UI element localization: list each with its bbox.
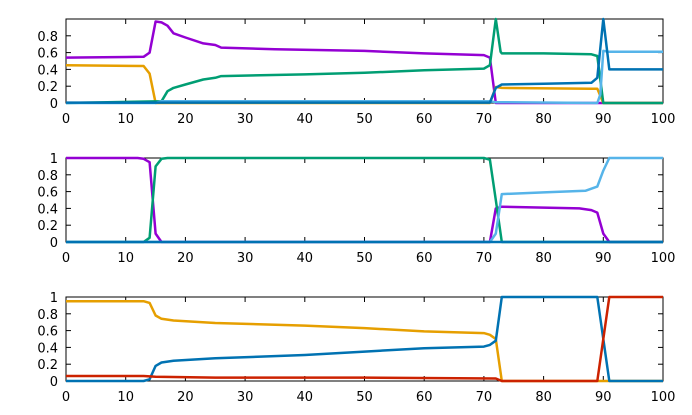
x-tick-label: 80 (535, 390, 552, 405)
y-tick-label: 0.4 (37, 341, 58, 356)
x-tick-label: 90 (595, 390, 612, 405)
x-tick-label: 40 (297, 251, 314, 266)
x-tick-label: 100 (651, 112, 676, 127)
series-line (65, 17, 663, 105)
x-tick-label: 10 (117, 251, 134, 266)
x-tick-label: 90 (595, 112, 612, 127)
y-tick-label: 0.4 (37, 63, 58, 78)
y-tick-label: 0.8 (37, 169, 58, 184)
x-tick-label: 50 (356, 390, 373, 405)
x-tick-label: 60 (416, 390, 433, 405)
x-tick-label: 30 (237, 251, 254, 266)
x-tick-label: 60 (416, 251, 433, 266)
y-tick-label: 0 (50, 236, 58, 251)
x-tick-label: 0 (62, 390, 70, 405)
y-tick-label: 0 (50, 97, 58, 112)
x-tick-label: 60 (416, 112, 433, 127)
series-line (65, 20, 663, 105)
y-tick-label: 0.2 (37, 80, 58, 95)
x-tick-label: 80 (535, 251, 552, 266)
y-tick-label: 0.2 (37, 358, 58, 373)
panel-top: 0 10 20 30 40 50 60 70 80 90 100 0 0.2 0.40.6 0.8 (37, 17, 676, 127)
x-tick-label: 20 (177, 390, 194, 405)
y-tick-label: 0.2 (37, 219, 58, 234)
series-line (66, 295, 663, 383)
y-tick-label: 0.6 (37, 325, 58, 340)
y-tick-label: 0.8 (37, 30, 58, 45)
y-tick-label: 0.6 (37, 47, 58, 62)
series-line (66, 156, 663, 244)
x-tick-label: 0 (62, 251, 70, 266)
plot-frame (65, 18, 664, 104)
y-tick-label: 1 (50, 152, 58, 167)
x-tick-label: 50 (356, 112, 373, 127)
x-tick-label: 70 (476, 390, 493, 405)
x-tick-label: 100 (651, 390, 676, 405)
x-tick-label: 40 (297, 112, 314, 127)
x-tick-label: 70 (476, 112, 493, 127)
x-tick-label: 30 (237, 112, 254, 127)
series-line (66, 295, 663, 383)
x-tick-label: 0 (62, 112, 70, 127)
y-tick-label: 0.4 (37, 202, 58, 217)
x-tick-label: 30 (237, 390, 254, 405)
x-tick-label: 20 (177, 251, 194, 266)
y-tick-label: 0.6 (37, 186, 58, 201)
x-tick-label: 10 (117, 112, 134, 127)
x-tick-label: 90 (595, 251, 612, 266)
y-tick-label: 1 (50, 291, 58, 306)
x-tick-label: 40 (297, 390, 314, 405)
panel-bottom: 0 10 20 30 40 50 60 70 80 90 100 0 0.2 0.40.6 0.8 1 (37, 291, 675, 405)
x-tick-label: 10 (117, 390, 134, 405)
series-line (66, 49, 663, 105)
y-tick-label: 0 (50, 375, 58, 390)
x-tick-label: 50 (356, 251, 373, 266)
series-line (66, 299, 663, 383)
panel-middle: 0 10 20 30 40 50 60 70 80 90 100 0 0.2 0.40.6 0.8 1 (37, 152, 675, 266)
y-tick-label: 0.8 (37, 308, 58, 323)
x-tick-label: 100 (651, 251, 676, 266)
x-tick-label: 20 (177, 112, 194, 127)
x-tick-label: 70 (476, 251, 493, 266)
series-line (66, 17, 663, 104)
x-tick-label: 80 (535, 112, 552, 127)
